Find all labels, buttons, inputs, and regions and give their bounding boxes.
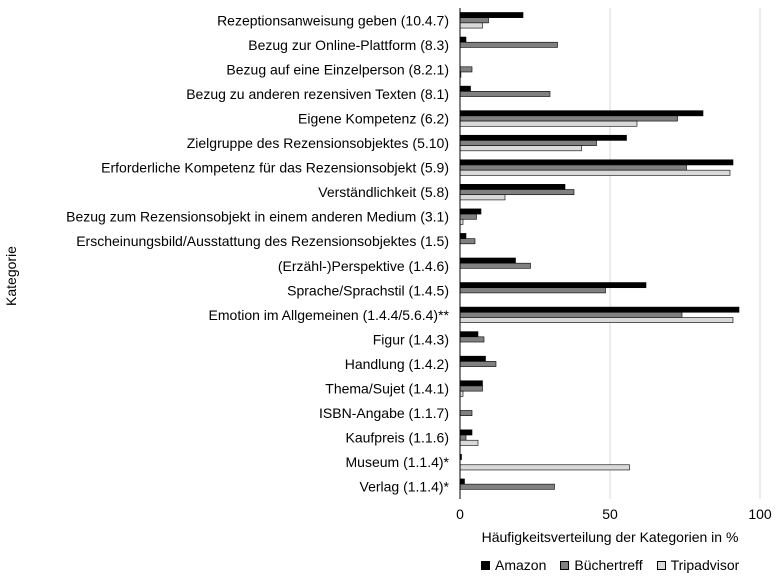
bar-buchertreff	[459, 115, 678, 122]
category-label: Verständlichkeit (5.8)	[318, 184, 449, 200]
bar-amazon	[459, 233, 467, 239]
category-label: Bezug zum Rezensionsobjekt in einem ande…	[66, 209, 449, 225]
bar-buchertreff	[459, 385, 483, 392]
category-label: Thema/Sujet (1.4.1)	[325, 381, 449, 397]
bar-tripadvisor	[459, 145, 582, 152]
legend-swatch-tripadvisor	[656, 560, 666, 570]
bar-buchertreff	[459, 17, 489, 24]
bar-buchertreff	[459, 410, 473, 416]
x-tick-label: 0	[456, 506, 464, 522]
legend-item-tripadvisor: Tripadvisor	[656, 557, 740, 573]
bar-amazon	[459, 355, 486, 362]
legend-item-buechertreff: Büchertreff	[560, 557, 643, 573]
bar-tripadvisor	[459, 439, 479, 446]
x-tick-labels: 0 50 100	[456, 506, 772, 522]
bar-buchertreff	[459, 164, 687, 171]
bar-buchertreff	[459, 213, 477, 220]
legend: Amazon Büchertreff Tripadvisor	[481, 557, 739, 573]
bar-tripadvisor	[459, 22, 483, 29]
gridlines	[609, 8, 761, 499]
category-label: Eigene Kompetenz (6.2)	[298, 110, 449, 126]
legend-label-amazon: Amazon	[495, 557, 547, 573]
category-label: Verlag (1.1.4)*	[360, 479, 450, 495]
bar-buchertreff	[459, 262, 531, 269]
legend-label-buechertreff: Büchertreff	[574, 557, 643, 573]
bar-tripadvisor	[459, 169, 731, 176]
y-axis-title: Kategorie	[3, 246, 19, 306]
bar-amazon	[459, 85, 471, 92]
legend-swatch-amazon	[481, 560, 490, 570]
bar-tripadvisor	[459, 464, 630, 471]
bar-tripadvisor	[459, 194, 506, 201]
category-labels: Rezeptionsanweisung geben (10.4.7) Bezug …	[66, 12, 449, 494]
category-label: ISBN-Angabe (1.1.7)	[319, 405, 449, 421]
bar-amazon	[459, 208, 482, 215]
category-label: Bezug zur Online-Plattform (8.3)	[248, 37, 449, 53]
bar-amazon	[459, 429, 473, 436]
bar-amazon	[459, 184, 566, 190]
bar-amazon	[459, 306, 740, 313]
bar-buchertreff	[459, 483, 555, 490]
category-label: Erscheinungsbild/Ausstattung des Rezensi…	[76, 233, 449, 249]
bar-buchertreff	[459, 336, 485, 343]
bar-tripadvisor	[459, 120, 638, 127]
x-tick-label: 50	[602, 506, 618, 522]
category-label: (Erzähl-)Perspektive (1.4.6)	[278, 258, 449, 274]
bar-amazon	[459, 257, 516, 264]
bar-amazon	[459, 331, 479, 338]
bar-amazon	[459, 282, 647, 289]
bar-amazon	[459, 380, 483, 387]
bar-buchertreff	[459, 287, 606, 294]
bar-buchertreff	[459, 140, 597, 146]
bar-buchertreff	[459, 189, 575, 196]
category-label: Rezeptionsanweisung geben (10.4.7)	[217, 12, 449, 28]
category-label: Museum (1.1.4)*	[346, 454, 450, 470]
bar-buchertreff	[459, 66, 473, 73]
bar-buchertreff	[459, 434, 467, 441]
category-label: Emotion im Allgemeinen (1.4.4/5.6.4)**	[209, 307, 450, 323]
category-label: Handlung (1.4.2)	[345, 356, 449, 372]
bar-buchertreff	[459, 238, 476, 245]
x-axis-title: Häufigkeitsverteilung der Kategorien in …	[482, 529, 739, 545]
category-label: Sprache/Sprachstil (1.4.5)	[287, 282, 449, 298]
bar-amazon	[459, 36, 467, 43]
category-label: Bezug zu anderen rezensiven Texten (8.1)	[186, 86, 449, 102]
category-label: Zielgruppe des Rezensionsobjektes (5.10)	[187, 135, 449, 151]
bar-buchertreff	[459, 91, 551, 97]
bar-buchertreff	[459, 41, 558, 48]
x-tick-label: 100	[748, 506, 772, 522]
bar-buchertreff	[459, 361, 497, 367]
bar-buchertreff	[459, 311, 683, 318]
category-label: Erforderliche Kompetenz für das Rezensio…	[101, 160, 449, 176]
category-label: Kaufpreis (1.1.6)	[346, 430, 450, 446]
bar-tripadvisor	[459, 317, 734, 323]
category-label: Bezug auf eine Einzelperson (8.2.1)	[226, 61, 449, 77]
legend-item-amazon: Amazon	[481, 557, 546, 573]
bar-amazon	[459, 478, 465, 485]
category-label: Figur (1.4.3)	[373, 331, 449, 347]
bars	[459, 12, 740, 490]
legend-label-tripadvisor: Tripadvisor	[670, 557, 740, 573]
bar-amazon	[459, 159, 734, 166]
bar-amazon	[459, 12, 524, 18]
legend-swatch-buechertreff	[560, 560, 570, 570]
bar-amazon	[459, 134, 627, 141]
bar-amazon	[459, 110, 704, 117]
